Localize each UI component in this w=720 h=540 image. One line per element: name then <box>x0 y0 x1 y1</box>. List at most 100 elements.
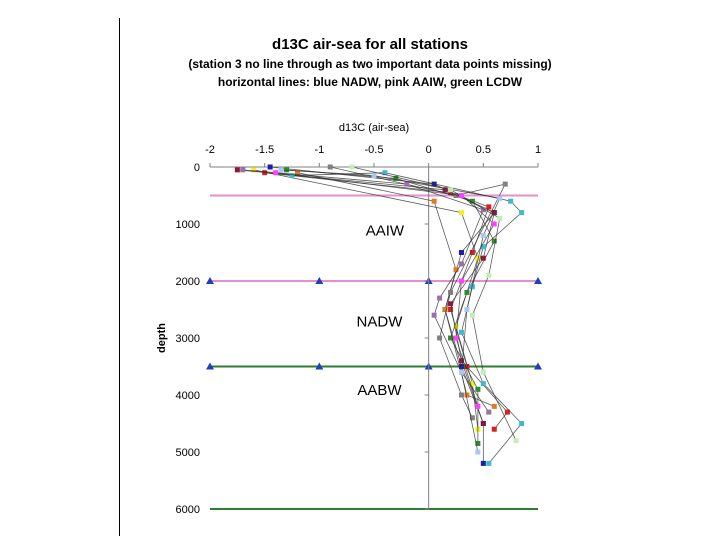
y-tick-label: 1000 <box>176 219 200 231</box>
ref-marker-nadw <box>315 277 324 284</box>
series-point-1 <box>458 364 464 369</box>
series-point-1 <box>267 164 273 170</box>
series-point-2 <box>491 426 497 432</box>
series-line-8 <box>242 169 490 413</box>
series-point-8 <box>486 409 492 415</box>
series-point-3 <box>251 167 257 173</box>
series-point-6 <box>453 193 459 198</box>
chart-subtitle-1: (station 3 no line through as two import… <box>188 57 552 71</box>
series-point-12 <box>458 193 464 198</box>
ref-marker-nadw <box>534 277 542 284</box>
chart-title: d13C air-sea for all stations <box>272 36 468 53</box>
series-point-8 <box>431 312 437 318</box>
annotation-aaiw: AAIW <box>366 222 405 239</box>
x-axis-title: d13C (air-sea) <box>339 122 409 134</box>
series-point-9 <box>519 421 525 426</box>
series-point-5 <box>491 403 497 409</box>
x-tick-label: -1 <box>314 144 324 156</box>
series-point-4 <box>475 440 481 446</box>
series-point-6 <box>437 335 443 341</box>
series-line-5 <box>297 172 495 407</box>
series-point-6 <box>458 392 464 398</box>
data-series <box>234 164 525 466</box>
series-point-4 <box>475 386 481 392</box>
series-point-2 <box>448 307 454 312</box>
x-tick-label: -0.5 <box>365 144 384 156</box>
series-point-11 <box>497 215 503 221</box>
y-tick-label: 5000 <box>176 447 200 459</box>
series-point-12 <box>273 170 279 176</box>
series-point-9 <box>486 460 492 466</box>
series-point-9 <box>469 284 475 290</box>
x-tick-label: -1.5 <box>255 144 274 156</box>
series-point-9 <box>480 381 486 387</box>
series-point-10 <box>458 369 464 375</box>
series-point-4 <box>491 238 497 244</box>
x-tick-label: 0.5 <box>476 144 491 156</box>
series-point-8 <box>404 181 410 187</box>
y-axis-title: depth <box>156 323 168 353</box>
x-tick-label: -2 <box>205 144 215 156</box>
x-tick-label: 0 <box>426 144 432 156</box>
series-point-9 <box>519 210 525 216</box>
series-point-11 <box>513 438 519 444</box>
series-point-6 <box>502 181 508 187</box>
series-point-9 <box>480 244 486 250</box>
series-point-8 <box>480 207 486 213</box>
series-point-11 <box>448 187 454 193</box>
y-tick-label: 2000 <box>176 276 200 288</box>
series-point-5 <box>453 267 459 273</box>
water-mass-annotations: AAIW NADW AABW <box>357 222 405 399</box>
annotation-aabw: AABW <box>357 382 402 399</box>
series-point-4 <box>448 335 454 341</box>
series-point-10 <box>475 449 481 455</box>
series-point-12 <box>491 221 497 227</box>
series-point-5 <box>442 307 448 312</box>
series-point-12 <box>458 278 464 284</box>
series-point-3 <box>475 255 481 261</box>
series-point-2 <box>469 250 475 255</box>
y-tick-label: 4000 <box>176 390 200 402</box>
series-point-7 <box>442 187 448 193</box>
series-point-1 <box>458 250 464 255</box>
series-point-9 <box>458 329 464 335</box>
series-point-7 <box>458 358 464 364</box>
series-point-7 <box>491 210 497 216</box>
reference-lines <box>206 194 542 510</box>
annotation-nadw: NADW <box>357 314 404 331</box>
series-line-12 <box>275 172 495 407</box>
series-point-11 <box>486 272 492 278</box>
ref-marker-lcdw <box>534 362 542 370</box>
series-line-11 <box>352 166 517 441</box>
series-point-11 <box>480 369 486 375</box>
ref-marker-lcdw <box>315 362 324 370</box>
chart-subtitle-2: horizontal lines: blue NADW, pink AAIW, … <box>217 75 523 89</box>
series-point-4 <box>393 175 399 181</box>
series-point-3 <box>469 381 475 387</box>
series-point-4 <box>464 289 470 295</box>
series-point-7 <box>448 301 454 307</box>
series-point-3 <box>453 324 459 330</box>
series-point-9 <box>289 173 295 179</box>
axes: -2 -1.5 -1 -0.5 0 0.5 1 0 1000 2000 3000 4000 5000 60… <box>176 144 542 516</box>
series-point-6 <box>327 164 333 170</box>
y-tick-label: 3000 <box>176 333 200 345</box>
series-point-8 <box>437 295 443 301</box>
series-point-5 <box>294 170 300 176</box>
series-point-10 <box>497 195 503 201</box>
series-point-2 <box>486 204 492 210</box>
series-point-5 <box>464 392 470 398</box>
series-point-7 <box>480 421 486 426</box>
series-point-10 <box>371 173 377 179</box>
x-tick-label: 1 <box>535 144 541 156</box>
ref-marker-nadw <box>206 277 214 284</box>
series-point-6 <box>448 289 454 295</box>
ref-marker-lcdw <box>206 362 214 370</box>
series-point-6 <box>469 415 475 421</box>
series-point-11 <box>469 312 475 318</box>
series-point-11 <box>349 164 355 170</box>
series-point-12 <box>475 403 481 409</box>
series-point-7 <box>480 255 486 261</box>
y-tick-label: 6000 <box>176 504 200 516</box>
series-point-10 <box>480 232 486 238</box>
